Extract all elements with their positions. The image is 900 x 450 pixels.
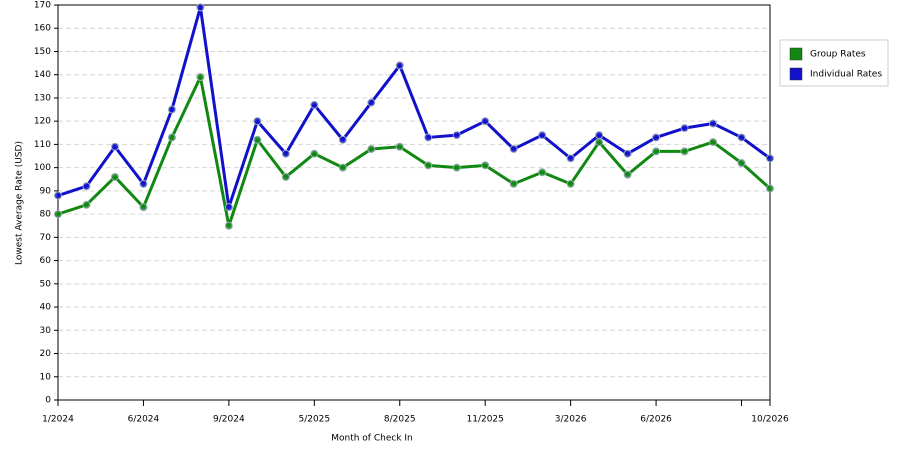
data-point [452, 131, 461, 140]
legend-swatch [789, 67, 803, 81]
data-point [310, 149, 319, 158]
x-tick-label: 11/2025 [467, 415, 504, 425]
data-point [139, 203, 148, 212]
x-tick-label: 9/2024 [213, 415, 245, 425]
data-point [110, 142, 119, 151]
data-point [595, 131, 604, 140]
data-point [652, 147, 661, 156]
data-point [196, 73, 205, 82]
data-point [224, 203, 233, 212]
x-tick-label: 8/2025 [384, 415, 416, 425]
data-point [595, 138, 604, 147]
y-tick-label: 120 [34, 117, 51, 127]
series-line [57, 75, 772, 228]
y-tick-label: 110 [34, 140, 51, 150]
data-point [623, 149, 632, 158]
data-point [680, 124, 689, 133]
y-tick-label: 0 [45, 396, 51, 406]
x-axis-label: Month of Check In [331, 434, 413, 444]
y-tick-label: 50 [40, 279, 52, 289]
y-tick-label: 40 [40, 303, 52, 313]
data-point [709, 119, 718, 128]
data-point [481, 161, 490, 170]
x-tick-label: 6/2024 [128, 415, 160, 425]
data-point [395, 142, 404, 151]
data-point [167, 133, 176, 142]
y-tick-label: 160 [34, 24, 51, 34]
x-tick-label: 5/2025 [298, 415, 330, 425]
data-point [566, 179, 575, 188]
data-point [338, 135, 347, 144]
y-tick-label: 90 [40, 186, 52, 196]
data-point [652, 133, 661, 142]
data-point [766, 184, 774, 193]
y-tick-label: 20 [40, 349, 52, 359]
data-point [481, 117, 490, 126]
data-point [281, 172, 290, 181]
data-point [395, 61, 404, 70]
data-point [82, 182, 91, 191]
x-tick-label: 3/2026 [555, 415, 587, 425]
data-point [253, 117, 262, 126]
data-point [338, 163, 347, 172]
data-point [253, 135, 262, 144]
data-point [196, 3, 205, 12]
data-point [54, 191, 62, 200]
data-point [538, 168, 547, 177]
y-tick-label: 100 [34, 163, 51, 173]
y-tick-label: 140 [34, 70, 51, 80]
series-line [57, 5, 771, 209]
data-point [452, 163, 461, 172]
data-point [310, 100, 319, 109]
data-point [737, 133, 746, 142]
data-point [110, 172, 119, 181]
plot-frame [57, 4, 771, 401]
data-point [224, 221, 233, 230]
data-point [82, 200, 91, 209]
x-tick-label: 1/2024 [42, 415, 74, 425]
y-tick-label: 30 [40, 326, 52, 336]
data-point [766, 154, 774, 163]
data-point [709, 138, 718, 147]
legend-swatch [789, 47, 803, 61]
legend-label: Group Rates [810, 50, 866, 60]
x-tick-label: 10/2026 [751, 415, 789, 425]
data-point [281, 149, 290, 158]
data-point [167, 105, 176, 114]
data-point [509, 179, 518, 188]
data-point [509, 145, 518, 154]
data-point [367, 98, 376, 107]
x-tick-label: 6/2026 [640, 415, 672, 425]
data-point [424, 161, 433, 170]
data-point [54, 210, 62, 219]
data-point [139, 179, 148, 188]
data-point [623, 170, 632, 179]
data-point [680, 147, 689, 156]
y-tick-label: 10 [40, 372, 52, 382]
data-point [538, 131, 547, 140]
y-tick-label: 150 [34, 47, 51, 57]
y-tick-label: 170 [34, 1, 51, 11]
y-tick-label: 130 [34, 93, 51, 103]
data-point [367, 145, 376, 154]
data-point [566, 154, 575, 163]
data-point [424, 133, 433, 142]
y-axis-label: Lowest Average Rate (USD) [15, 141, 25, 265]
y-tick-label: 70 [40, 233, 52, 243]
data-point [737, 159, 746, 167]
legend-label: Individual Rates [810, 70, 882, 80]
y-tick-label: 80 [40, 210, 52, 220]
y-tick-label: 60 [40, 256, 52, 266]
